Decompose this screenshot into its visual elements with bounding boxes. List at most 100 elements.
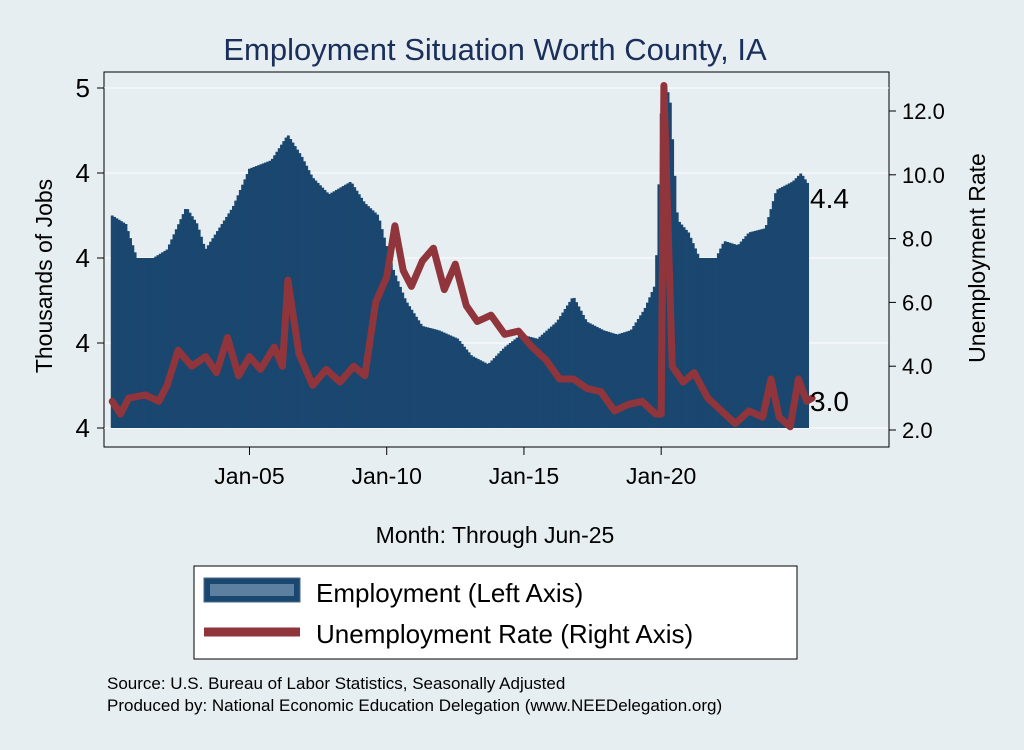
employment-bar	[222, 220, 226, 428]
employment-bar	[428, 328, 432, 428]
employment-bar	[165, 249, 169, 428]
employment-bar	[398, 286, 402, 428]
employment-bar	[543, 332, 546, 428]
employment-bar	[316, 182, 320, 428]
employment-bar	[433, 329, 437, 428]
employment-bar	[396, 281, 400, 428]
employment-bar	[597, 328, 601, 428]
employment-bar	[581, 314, 585, 428]
employment-bar	[362, 201, 366, 428]
employment-bar	[783, 185, 787, 428]
employment-bar	[314, 180, 318, 428]
employment-bar	[501, 348, 505, 428]
employment-bar	[206, 245, 210, 428]
employment-bar	[138, 258, 142, 428]
employment-bar	[213, 234, 217, 428]
employment-bar	[179, 219, 183, 428]
employment-bar	[216, 231, 219, 428]
employment-bar	[547, 328, 551, 428]
employment-bar	[250, 167, 254, 429]
employment-bar	[415, 316, 418, 428]
employment-bar	[147, 258, 151, 428]
left-tick-label: 4	[76, 158, 90, 188]
employment-bar	[634, 322, 638, 428]
employment-bar	[549, 326, 553, 428]
employment-bar	[623, 332, 627, 428]
employment-bar	[181, 214, 185, 428]
employment-bar	[469, 355, 473, 428]
employment-bar	[280, 144, 283, 428]
employment-bar	[261, 163, 265, 428]
last-rate-label: 3.0	[810, 386, 849, 417]
employment-bar	[447, 334, 450, 428]
produced-by-note: Produced by: National Economic Education…	[107, 696, 722, 715]
employment-bar	[497, 353, 501, 428]
employment-bar	[156, 255, 160, 428]
employment-bar	[707, 258, 711, 428]
employment-bar	[565, 305, 569, 428]
employment-bar	[533, 338, 537, 428]
employment-bar	[140, 258, 144, 428]
employment-bar	[611, 333, 615, 428]
employment-bar	[490, 360, 494, 428]
employment-bar	[119, 221, 123, 428]
employment-bar	[346, 183, 350, 428]
employment-bar	[282, 141, 286, 428]
employment-bar	[684, 229, 688, 428]
employment-bar	[620, 332, 624, 428]
right-axis-title: Unemployment Rate	[964, 153, 990, 363]
employment-bar	[742, 238, 745, 428]
employment-bar	[646, 302, 649, 428]
employment-bar	[412, 313, 416, 428]
x-tick-label: Jan-20	[626, 463, 696, 489]
employment-bar	[616, 334, 620, 428]
employment-bar	[508, 343, 512, 428]
employment-bar	[158, 253, 162, 428]
employment-bar	[495, 355, 498, 428]
employment-bar	[785, 184, 789, 428]
employment-bar	[748, 232, 752, 428]
employment-bar	[341, 186, 345, 428]
employment-bar	[570, 298, 574, 428]
employment-bar	[678, 221, 681, 428]
employment-bar	[753, 230, 757, 428]
employment-bar	[799, 173, 803, 428]
x-tick-label: Jan-15	[489, 463, 559, 489]
employment-bar	[113, 216, 116, 428]
employment-bar	[110, 215, 114, 428]
employment-bar	[122, 222, 126, 428]
employment-bar	[652, 286, 656, 428]
employment-bar	[630, 329, 633, 428]
employment-bar	[504, 346, 508, 428]
left-tick-label: 4	[76, 413, 90, 443]
employment-bar	[735, 244, 739, 428]
employment-bar	[431, 328, 434, 428]
employment-bar	[787, 183, 791, 428]
employment-bar	[632, 326, 636, 428]
employment-bar	[700, 258, 704, 428]
employment-bar	[538, 336, 542, 428]
employment-bar	[739, 241, 743, 428]
employment-bar	[655, 255, 659, 428]
legend-employment-swatch-inner	[210, 584, 294, 596]
employment-bar	[609, 332, 613, 428]
employment-bar	[563, 309, 567, 428]
employment-bar	[524, 335, 528, 428]
employment-bar	[767, 217, 771, 428]
employment-bar	[268, 160, 272, 428]
employment-bar	[344, 184, 347, 428]
employment-bar	[204, 248, 208, 428]
employment-bar	[627, 330, 631, 428]
employment-bar	[479, 360, 482, 428]
employment-bar	[435, 329, 439, 428]
employment-bar	[682, 227, 686, 428]
employment-bar	[243, 179, 247, 428]
employment-bar	[238, 190, 242, 428]
employment-bar	[421, 326, 425, 428]
employment-bar	[163, 250, 167, 428]
employment-bar	[350, 183, 354, 428]
employment-bar	[698, 258, 702, 428]
employment-bar	[650, 292, 654, 428]
employment-bar	[540, 334, 544, 428]
employment-bar	[517, 335, 521, 428]
